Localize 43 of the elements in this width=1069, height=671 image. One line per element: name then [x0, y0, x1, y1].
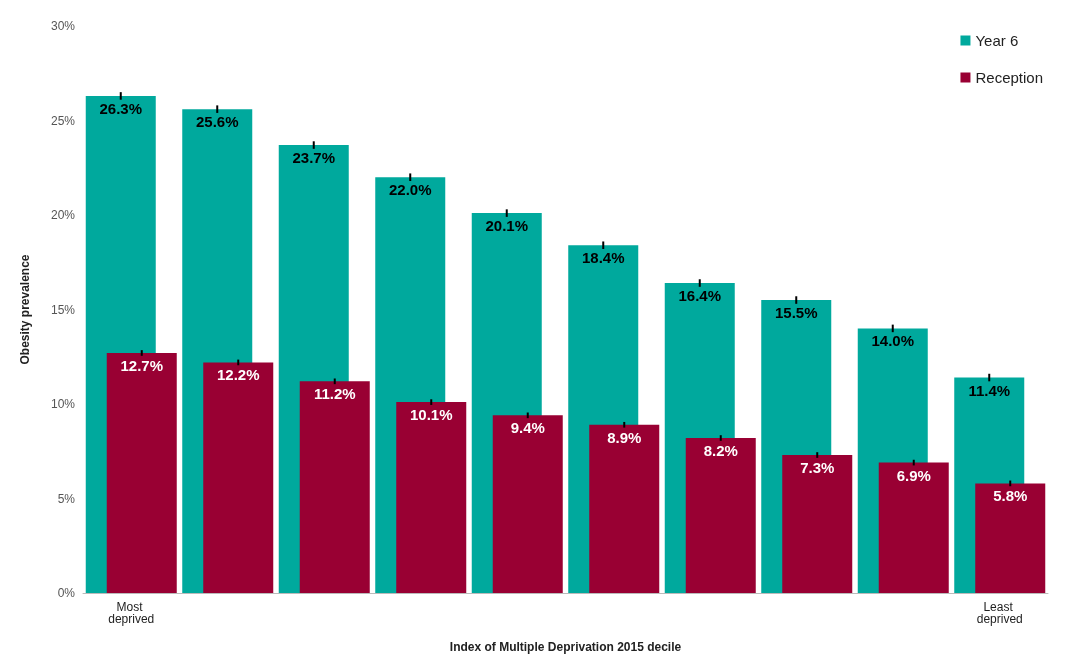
bar	[589, 424, 660, 593]
bar	[203, 362, 274, 593]
data-label: 20.1%	[485, 217, 529, 235]
bar	[878, 462, 949, 593]
bar	[685, 438, 756, 593]
data-label: 10.1%	[409, 406, 453, 424]
data-label: 18.4%	[581, 249, 625, 267]
data-label: 16.4%	[678, 287, 722, 305]
data-label: 25.6%	[195, 113, 239, 131]
data-label: 11.2%	[313, 385, 356, 403]
data-label: 15.5%	[774, 304, 818, 322]
data-label: 12.7%	[120, 356, 164, 374]
data-label: 12.2%	[216, 366, 260, 384]
y-tick-label: 15%	[50, 302, 76, 317]
bar	[782, 455, 853, 593]
x-tick-label: Most deprived	[108, 600, 155, 626]
bar	[975, 483, 1046, 593]
data-label: 9.4%	[510, 419, 545, 437]
y-tick-label: 20%	[50, 208, 76, 222]
bar	[492, 415, 563, 593]
y-axis-title: Obesity prevalence	[18, 254, 32, 365]
y-tick-label: 5%	[57, 491, 76, 506]
data-label: 8.9%	[607, 428, 642, 446]
bar	[106, 352, 177, 593]
x-axis-title: Index of Multiple Deprivation 2015 decile	[449, 640, 682, 654]
data-label: 8.2%	[703, 442, 738, 460]
data-label: 23.7%	[292, 149, 336, 167]
bar	[299, 381, 370, 593]
data-label: 7.3%	[800, 459, 835, 477]
data-label: 6.9%	[896, 466, 931, 484]
data-label: 14.0%	[871, 332, 915, 350]
y-tick-label: 30%	[50, 19, 76, 33]
bar	[396, 402, 467, 593]
data-label: 11.4%	[968, 381, 1011, 399]
y-tick-label: 0%	[57, 586, 76, 600]
x-tick-label: Least deprived	[976, 600, 1023, 626]
y-tick-label: 10%	[50, 397, 76, 411]
legend-label: Reception	[975, 69, 1043, 86]
data-label: 26.3%	[99, 99, 143, 117]
data-label: 5.8%	[993, 487, 1028, 505]
data-label: 22.0%	[388, 181, 432, 199]
legend-label: Year 6	[975, 32, 1019, 49]
y-tick-label: 25%	[50, 113, 76, 128]
